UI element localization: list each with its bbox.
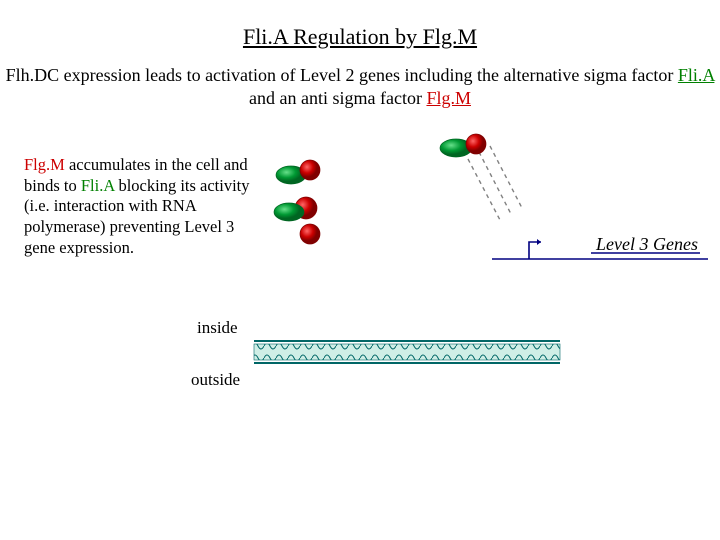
membrane-body	[254, 344, 560, 360]
flia-protein-3	[274, 203, 304, 221]
dash-2	[490, 146, 522, 208]
flgm-protein-6	[466, 134, 486, 154]
dash-1	[479, 152, 511, 214]
flgm-protein-4	[300, 224, 320, 244]
flgm-protein-1	[300, 160, 320, 180]
regulation-diagram	[0, 0, 720, 540]
dash-0	[468, 159, 500, 220]
promoter-arrowhead	[537, 239, 541, 245]
promoter-arrow	[529, 242, 541, 259]
